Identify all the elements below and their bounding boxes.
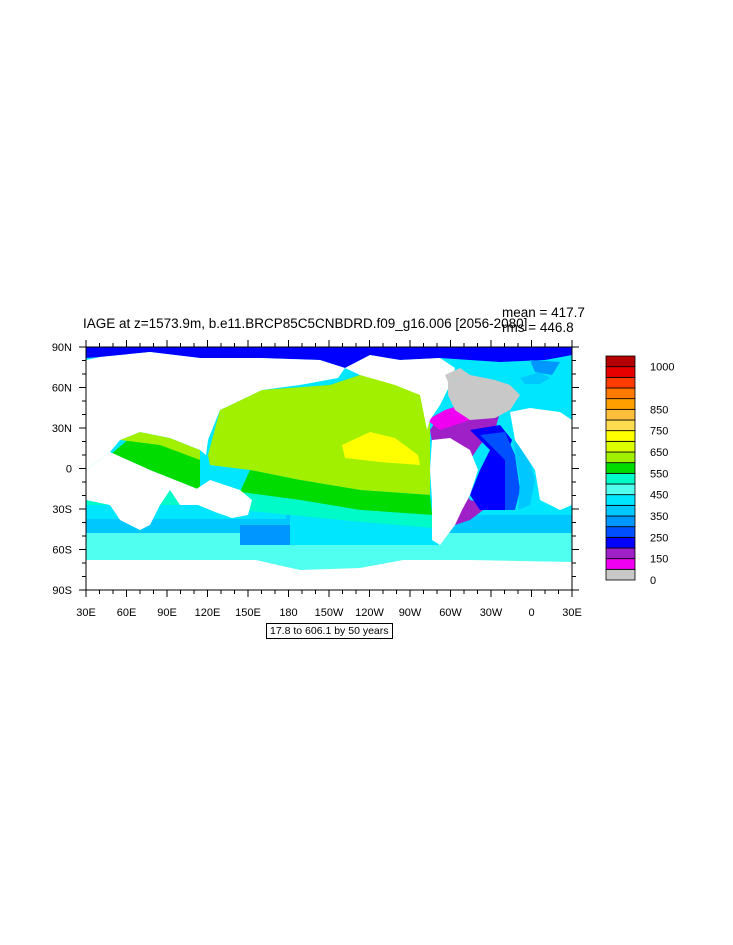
eurasia-land — [86, 352, 345, 470]
contour-info-box: 17.8 to 606.1 by 50 years — [266, 623, 393, 639]
colorbar-box — [605, 376, 636, 389]
south-america-land — [430, 438, 478, 545]
indian-ocean-lime — [120, 432, 200, 460]
africa-europe-east-land — [510, 408, 572, 510]
atlantic-deep-blue — [480, 432, 520, 510]
norwegian-sea — [530, 360, 560, 375]
colorbar-label: 450 — [650, 490, 668, 502]
colorbar-box — [605, 515, 636, 528]
colorbar-label: 650 — [650, 447, 668, 459]
lon-label: 60E — [117, 607, 137, 619]
pacific-south-band — [290, 515, 440, 545]
colorbar-label: 350 — [650, 511, 668, 523]
mean-label: mean = 417.7 — [502, 305, 585, 320]
pacific-lime — [208, 375, 430, 495]
ocean-age-map — [86, 347, 572, 590]
lon-label: 120W — [355, 607, 384, 619]
colorbar-box — [605, 568, 636, 581]
colorbar-label: 250 — [650, 532, 668, 544]
east-atlantic-band — [513, 440, 535, 510]
lat-label: 30N — [52, 423, 72, 435]
colorbar-box — [605, 472, 636, 485]
colorbar-box — [605, 558, 636, 570]
latitude-labels: 90N 60N 30N 0 30S 60S 90S — [52, 342, 72, 597]
australia-land — [195, 480, 252, 518]
colorbar-labels: 0 150 250 350 450 550 650 750 850 1000 — [650, 362, 674, 587]
colorbar-box — [605, 398, 636, 410]
lat-label: 60N — [52, 383, 72, 395]
lat-label: 90N — [52, 342, 72, 354]
colorbar-box — [605, 462, 636, 474]
colorbar-label: 850 — [650, 404, 668, 416]
plot-title: IAGE at z=1573.9m, b.e11.BRCP85C5CNBDRD.… — [83, 316, 528, 331]
colorbar-box — [605, 526, 636, 538]
colorbar-label: 750 — [650, 426, 668, 438]
africa-land — [86, 452, 200, 530]
colorbar-box — [605, 430, 636, 442]
colorbar — [605, 355, 636, 581]
colorbar-box — [605, 366, 636, 378]
nordic-seas — [520, 372, 550, 384]
rms-label: rms = 446.8 — [502, 320, 574, 335]
colorbar-box — [605, 536, 636, 549]
lon-label: 30W — [480, 607, 503, 619]
lon-label: 90W — [399, 607, 422, 619]
colorbar-box — [605, 494, 636, 506]
axis-ticks — [79, 340, 579, 597]
arctic-ocean — [86, 347, 572, 368]
baffin-no-data — [445, 368, 470, 382]
colorbar-label: 550 — [650, 468, 668, 480]
lon-label: 90E — [157, 607, 177, 619]
colorbar-box — [605, 387, 636, 400]
antarctic-coast-band — [86, 550, 572, 570]
pacific-cyan-band — [240, 492, 432, 528]
lon-label: 180 — [279, 607, 297, 619]
colorbar-label: 0 — [650, 575, 656, 587]
colorbar-box — [605, 483, 636, 496]
colorbar-box — [605, 408, 636, 421]
colorbar-box — [605, 504, 636, 517]
antarctica-land — [86, 560, 572, 590]
lat-label: 60S — [52, 545, 72, 557]
colorbar-label: 150 — [650, 554, 668, 566]
lon-label: 0 — [528, 607, 534, 619]
lon-label: 150W — [315, 607, 344, 619]
greenland-no-data — [448, 375, 520, 420]
pacific-green-band — [240, 470, 432, 515]
north-america-land — [345, 355, 455, 430]
lat-label: 90S — [52, 585, 72, 597]
longitude-labels: 30E 60E 90E 120E 150E 180 150W 120W 90W 60W 30W 0 30… — [76, 607, 582, 619]
lon-label: 120E — [195, 607, 221, 619]
colorbar-box — [605, 419, 636, 432]
lon-label: 60W — [439, 607, 462, 619]
colorbar-box — [605, 451, 636, 464]
lon-label: 30E — [562, 607, 582, 619]
lat-label: 0 — [66, 464, 72, 476]
colorbar-box — [605, 547, 636, 560]
lon-label: 30E — [76, 607, 96, 619]
colorbar-box — [605, 440, 636, 453]
lon-label: 150E — [235, 607, 261, 619]
pacific-yellow — [342, 432, 420, 465]
colorbar-label: 1000 — [650, 362, 674, 374]
colorbar-box — [605, 355, 636, 368]
lat-label: 30S — [52, 504, 72, 516]
